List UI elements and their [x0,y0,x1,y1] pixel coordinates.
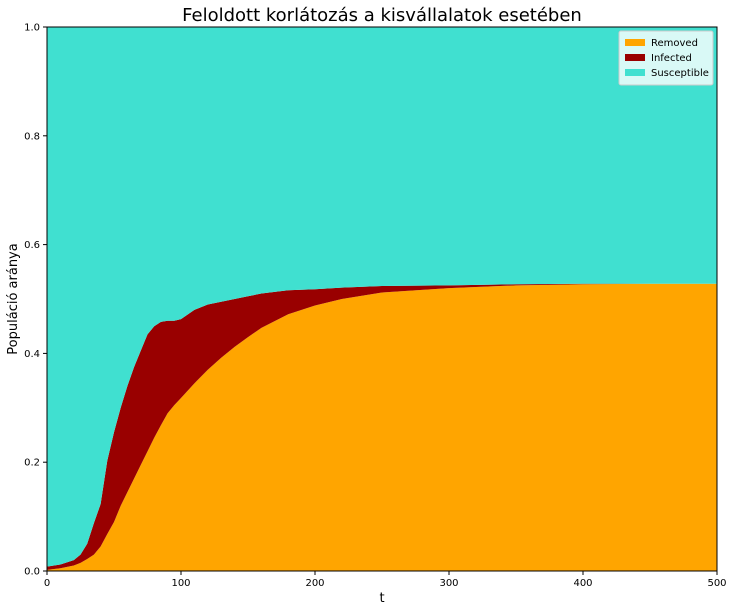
x-tick-label: 400 [573,578,592,589]
y-axis-label: Populáció aránya [6,243,21,354]
plot-areas [47,27,717,571]
legend-swatch-removed [625,39,645,46]
x-tick-label: 200 [305,578,324,589]
area-susceptible [47,27,717,567]
x-tick-label: 300 [439,578,458,589]
area-infected [47,283,717,570]
legend-label-infected: Infected [651,53,692,64]
legend-swatch-infected [625,54,645,61]
chart-title: Feloldott korlátozás a kisvállalatok ese… [182,5,582,26]
x-tick-label: 500 [707,578,726,589]
x-tick-label: 100 [171,578,190,589]
y-tick-label: 0.4 [24,349,40,360]
legend-label-susceptible: Susceptible [651,68,709,79]
plot-frame [46,26,718,572]
x-axis-ticks: 0 100 200 300 400 500 [44,571,727,589]
legend-label-removed: Removed [651,38,698,49]
y-tick-label: 0.8 [24,131,40,142]
y-tick-label: 0.0 [24,567,40,578]
x-tick-label: 0 [44,578,50,589]
y-axis-ticks: 0.0 0.2 0.4 0.6 0.8 1.0 [24,23,47,578]
area-removed [47,283,717,571]
y-tick-label: 0.2 [24,458,40,469]
y-tick-label: 0.6 [24,240,40,251]
legend-swatch-susceptible [625,69,645,76]
legend: Removed Infected Susceptible [618,30,714,86]
y-tick-label: 1.0 [24,23,40,34]
x-axis-label: t [379,591,384,606]
